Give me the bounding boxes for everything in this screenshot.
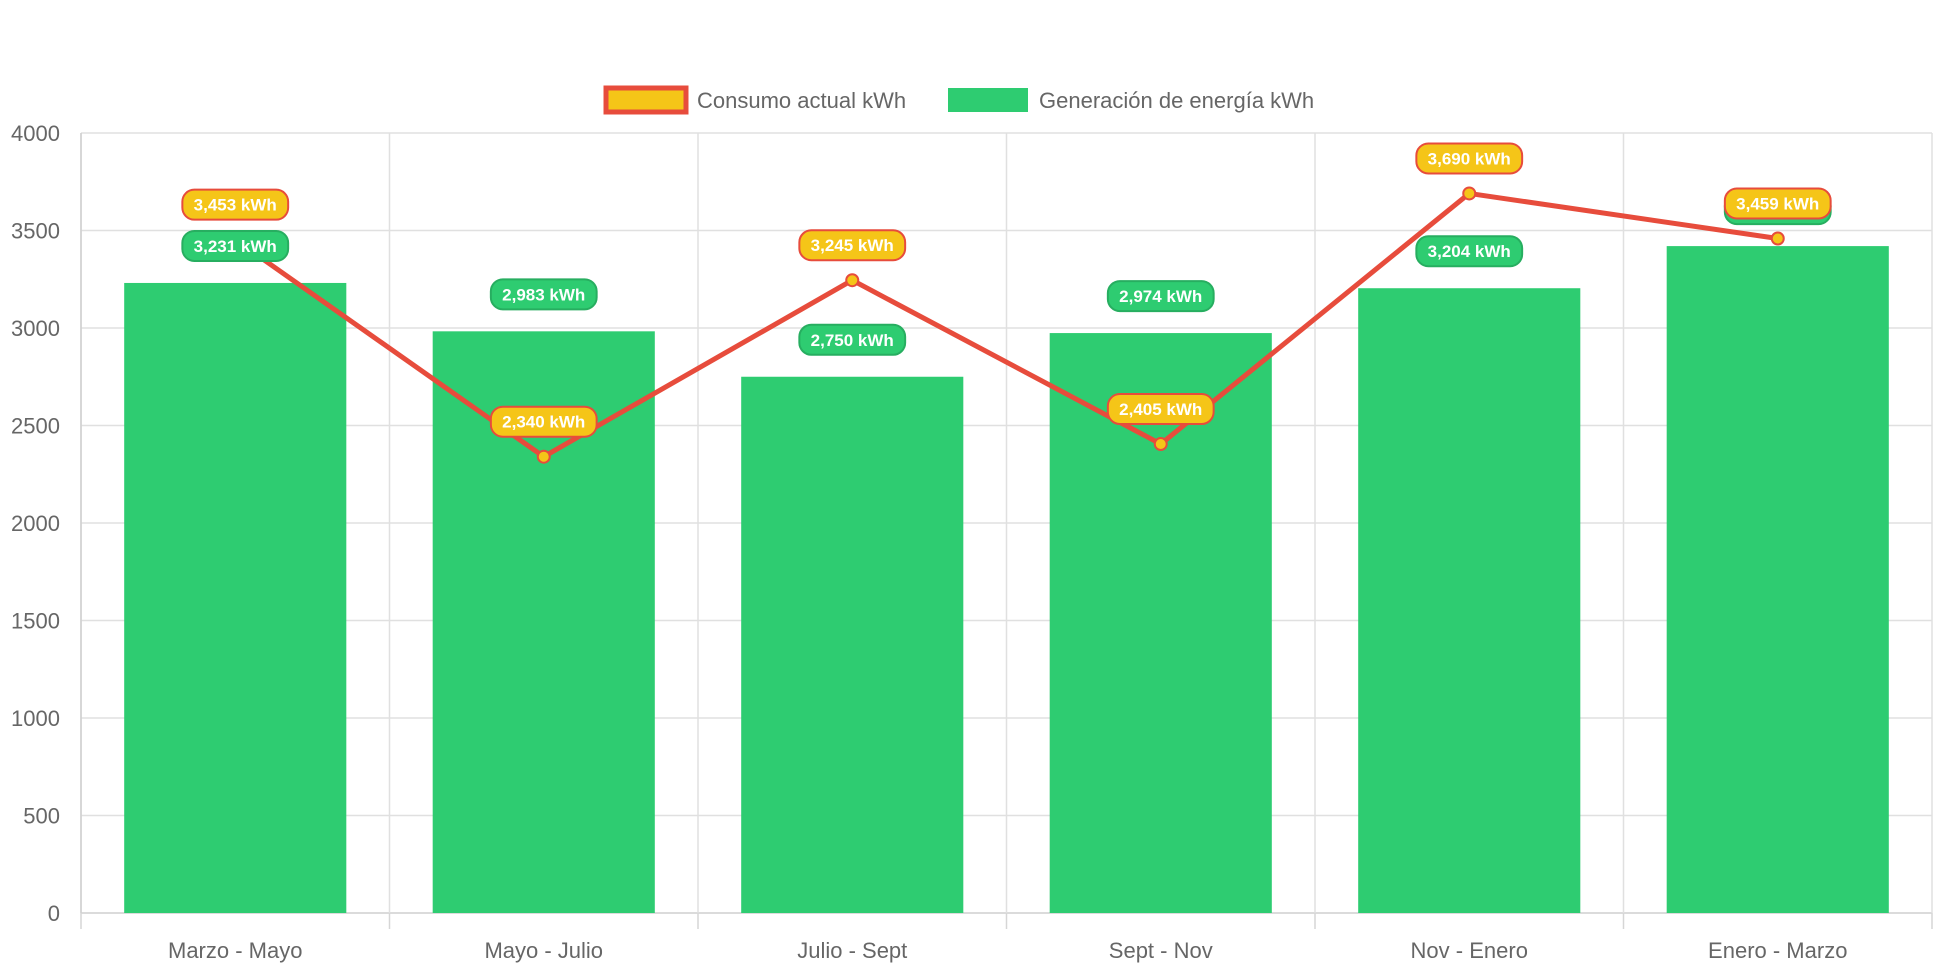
y-tick-label: 2500 (11, 414, 60, 439)
generation-data-label-bg (1106, 280, 1215, 313)
x-tick-label: Marzo - Mayo (168, 938, 302, 963)
y-tick-label: 3000 (11, 316, 60, 341)
legend-consumption-swatch[interactable] (603, 85, 689, 115)
consumption-data-label-text: 3,459 kWh (1736, 194, 1819, 213)
consumption-point (845, 273, 860, 288)
generation-data-label-text: 2,983 kWh (502, 285, 585, 304)
consumption-data-label-bg (489, 405, 598, 438)
y-tick-label: 4000 (11, 121, 60, 146)
consumption-data-label-text: 3,690 kWh (1428, 149, 1511, 168)
generation-data-label: 2,750 kWh (798, 323, 907, 356)
generation-data-label-text: 3,231 kWh (194, 237, 277, 256)
consumption-data-label: 3,459 kWh (1723, 187, 1832, 220)
generation-data-label-text: 2,750 kWh (811, 331, 894, 350)
y-tick-label: 2000 (11, 511, 60, 536)
generation-data-label-bg (1415, 235, 1524, 268)
legend-consumption-label[interactable]: Consumo actual kWh (697, 88, 906, 113)
generation-bar (1666, 246, 1889, 914)
x-tick-label: Sept - Nov (1109, 938, 1213, 963)
generation-data-label: 3,231 kWh (181, 229, 290, 262)
x-tick-label: Julio - Sept (797, 938, 907, 963)
legend-generation-label[interactable]: Generación de energía kWh (1039, 88, 1314, 113)
generation-data-label-text: 2,974 kWh (1119, 287, 1202, 306)
x-tick-label: Enero - Marzo (1708, 938, 1847, 963)
generation-data-label-bg (489, 278, 598, 311)
generation-bar (741, 376, 964, 913)
generation-bar (124, 282, 347, 914)
y-tick-label: 1500 (11, 609, 60, 634)
consumption-point (536, 449, 551, 464)
generation-data-label: 2,983 kWh (489, 278, 598, 311)
consumption-data-label: 2,340 kWh (489, 405, 598, 438)
consumption-data-label-bg (1106, 393, 1215, 426)
generation-bar (1049, 333, 1272, 913)
consumption-data-label-bg (1415, 142, 1524, 175)
generation-bar (1358, 288, 1581, 914)
generation-data-label: 3,204 kWh (1415, 235, 1524, 268)
consumption-data-label-bg (181, 188, 290, 221)
y-tick-label: 3500 (11, 219, 60, 244)
consumption-data-label: 2,405 kWh (1106, 393, 1215, 426)
generation-bars (124, 246, 1889, 914)
consumption-point (1462, 186, 1477, 201)
y-tick-label: 500 (23, 804, 60, 829)
y-tick-label: 0 (48, 901, 60, 926)
axes: 0 500 1000 1500 2000 2500 3000 3500 4000 Marzo - … (11, 121, 1933, 963)
consumption-data-label-text: 2,340 kWh (502, 413, 585, 432)
generation-data-label-text: 3,204 kWh (1428, 242, 1511, 261)
consumption-data-label-text: 2,405 kWh (1119, 400, 1202, 419)
generation-data-label-bg (798, 323, 907, 356)
consumption-data-label: 3,453 kWh (181, 188, 290, 221)
consumption-data-label: 3,245 kWh (798, 229, 907, 262)
legend[interactable]: Consumo actual kWh Generación de energía… (603, 85, 1314, 115)
consumption-data-label-text: 3,453 kWh (194, 196, 277, 215)
consumption-point (1770, 231, 1785, 246)
x-tick-label: Nov - Enero (1411, 938, 1528, 963)
y-tick-label: 1000 (11, 706, 60, 731)
grid (80, 132, 1933, 914)
consumption-data-label-bg (798, 229, 907, 262)
consumption-data-label: 3,690 kWh (1415, 142, 1524, 175)
consumption-data-label-text: 3,245 kWh (811, 236, 894, 255)
generation-data-label: 2,974 kWh (1106, 280, 1215, 313)
legend-generation-swatch[interactable] (948, 88, 1028, 112)
data-labels: 3,231 kWh 2,983 kWh 2,750 kWh 2,974 kWh 3,20… (181, 142, 1832, 438)
generation-data-label-bg (181, 229, 290, 262)
consumption-point (1153, 437, 1168, 452)
x-tick-label: Mayo - Julio (484, 938, 603, 963)
consumption-data-label-bg (1723, 187, 1832, 220)
